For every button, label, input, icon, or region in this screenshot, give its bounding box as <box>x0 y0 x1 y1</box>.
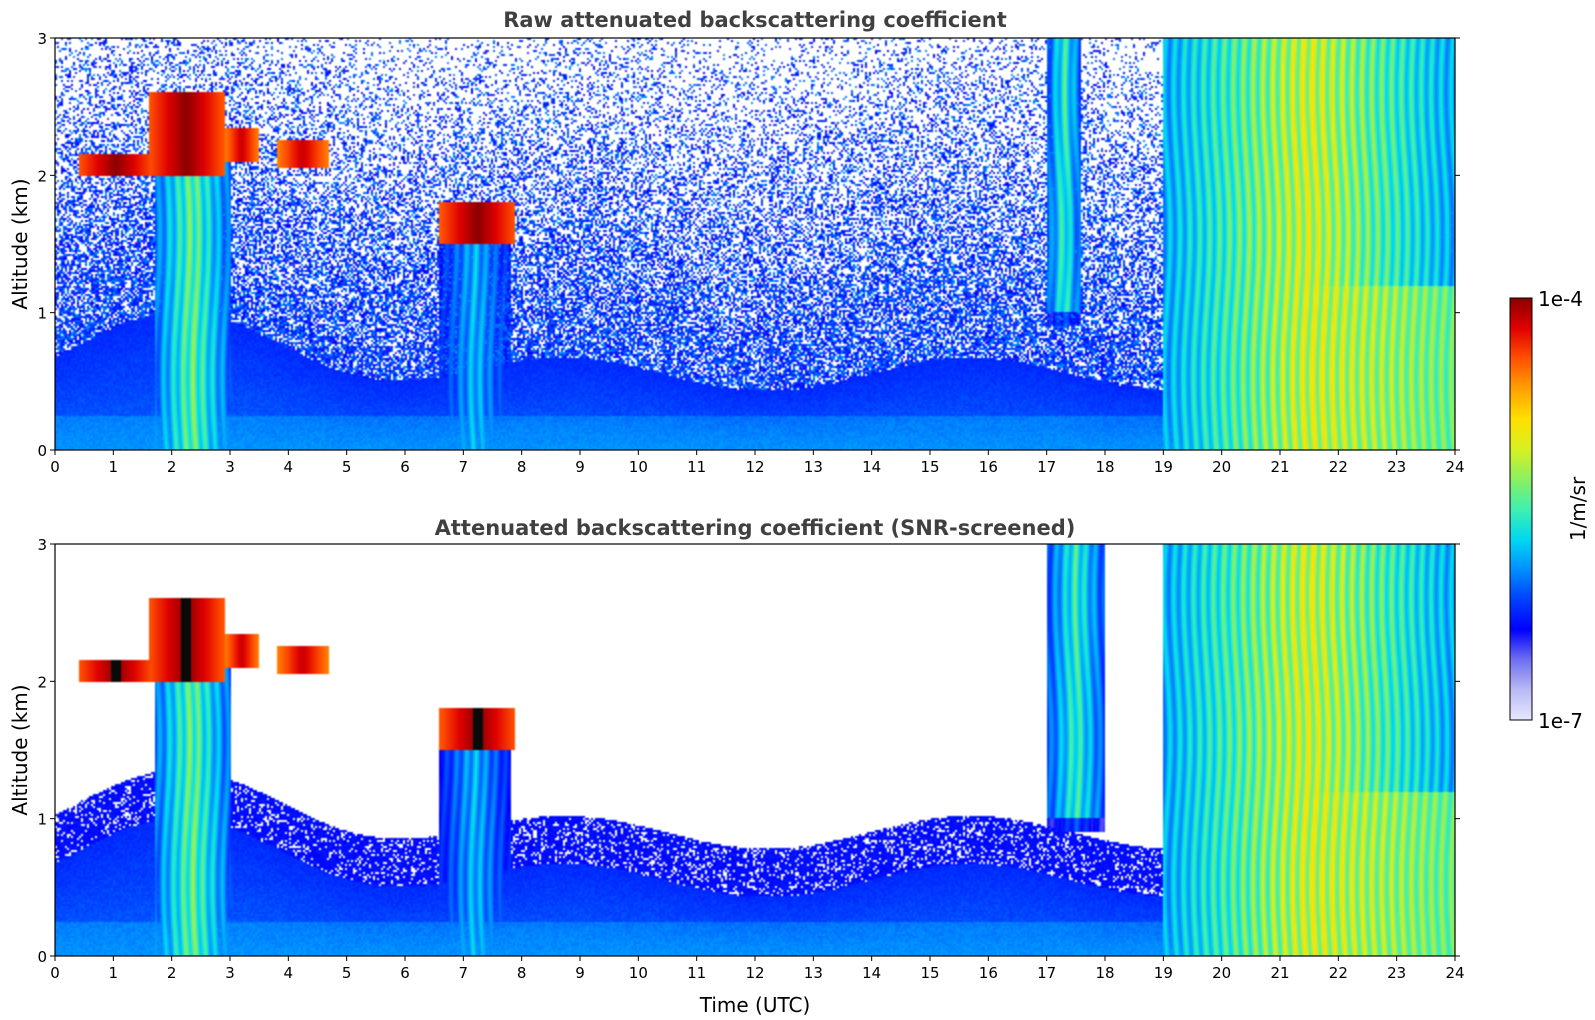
x-tick-label: 12 <box>745 458 764 476</box>
y-axis: 0 1 2 3 <box>37 30 1460 460</box>
x-tick-label: 18 <box>1095 964 1114 982</box>
x-tick-label: 22 <box>1329 458 1348 476</box>
panel-raw: Raw attenuated backscattering coefficien… <box>8 8 1465 476</box>
y-tick-label: 3 <box>37 536 47 554</box>
x-tick-label: 2 <box>167 458 177 476</box>
x-tick-label: 15 <box>920 458 939 476</box>
y-tick-label: 1 <box>37 305 47 323</box>
colorbar-max-label: 1e-4 <box>1538 287 1583 311</box>
y-tick-label: 3 <box>37 30 47 48</box>
x-tick-label: 9 <box>575 964 585 982</box>
x-tick-label: 16 <box>979 964 998 982</box>
x-tick-label: 3 <box>225 964 235 982</box>
x-axis: 0 1 2 3 4 5 6 7 8 9 10 11 12 13 14 15 16 17 18 19 20 21 22 23 24 <box>50 956 1465 982</box>
x-tick-label: 8 <box>517 964 527 982</box>
x-tick-label: 24 <box>1445 458 1464 476</box>
x-tick-label: 9 <box>575 458 585 476</box>
x-tick-label: 4 <box>284 964 294 982</box>
x-tick-label: 11 <box>687 458 706 476</box>
x-tick-label: 10 <box>629 458 648 476</box>
y-axis-label: Altitude (km) <box>8 684 32 815</box>
y-tick-label: 2 <box>37 673 47 691</box>
x-tick-label: 0 <box>50 458 60 476</box>
x-tick-label: 11 <box>687 964 706 982</box>
x-tick-label: 19 <box>1154 964 1173 982</box>
x-tick-label: 1 <box>109 458 119 476</box>
colorbar: 1e-4 1e-7 1/m/sr <box>1509 287 1590 733</box>
x-tick-label: 13 <box>804 964 823 982</box>
x-tick-label: 14 <box>862 964 881 982</box>
y-axis-label: Altitude (km) <box>8 178 32 309</box>
colorbar-min-label: 1e-7 <box>1538 709 1583 733</box>
x-tick-label: 19 <box>1154 458 1173 476</box>
y-tick-label: 1 <box>37 811 47 829</box>
x-tick-label: 2 <box>167 964 177 982</box>
chart-title: Attenuated backscattering coefficient (S… <box>435 516 1076 540</box>
x-tick-label: 15 <box>920 964 939 982</box>
x-axis: 0 1 2 3 4 5 6 7 8 9 10 11 12 13 14 15 16 17 18 19 20 21 22 23 24 <box>50 450 1465 476</box>
y-tick-label: 0 <box>37 442 47 460</box>
x-tick-label: 17 <box>1037 964 1056 982</box>
colorbar-unit-label: 1/m/sr <box>1566 476 1590 541</box>
panel-screened: Attenuated backscattering coefficient (S… <box>8 516 1465 1017</box>
x-tick-label: 23 <box>1387 964 1406 982</box>
x-tick-label: 21 <box>1270 964 1289 982</box>
y-axis: 0 1 2 3 <box>37 536 1460 966</box>
x-tick-label: 7 <box>459 458 469 476</box>
x-tick-label: 20 <box>1212 458 1231 476</box>
x-tick-label: 4 <box>284 458 294 476</box>
x-tick-label: 22 <box>1329 964 1348 982</box>
x-tick-label: 14 <box>862 458 881 476</box>
x-tick-label: 7 <box>459 964 469 982</box>
y-tick-label: 2 <box>37 167 47 185</box>
x-tick-label: 13 <box>804 458 823 476</box>
x-tick-label: 24 <box>1445 964 1464 982</box>
y-tick-label: 0 <box>37 948 47 966</box>
x-tick-label: 5 <box>342 964 352 982</box>
x-tick-label: 1 <box>109 964 119 982</box>
x-tick-label: 6 <box>400 458 410 476</box>
colorbar-bar <box>1509 297 1533 721</box>
x-tick-label: 3 <box>225 458 235 476</box>
x-tick-label: 10 <box>629 964 648 982</box>
x-tick-label: 8 <box>517 458 527 476</box>
x-tick-label: 12 <box>745 964 764 982</box>
heatmap-image <box>55 38 1455 450</box>
x-tick-label: 20 <box>1212 964 1231 982</box>
x-axis-label: Time (UTC) <box>699 993 811 1017</box>
x-tick-label: 17 <box>1037 458 1056 476</box>
x-tick-label: 18 <box>1095 458 1114 476</box>
x-tick-label: 23 <box>1387 458 1406 476</box>
x-tick-label: 5 <box>342 458 352 476</box>
heatmap-image <box>55 544 1455 956</box>
x-tick-label: 0 <box>50 964 60 982</box>
x-tick-label: 16 <box>979 458 998 476</box>
x-tick-label: 21 <box>1270 458 1289 476</box>
chart-title: Raw attenuated backscattering coefficien… <box>503 8 1007 32</box>
x-tick-label: 6 <box>400 964 410 982</box>
